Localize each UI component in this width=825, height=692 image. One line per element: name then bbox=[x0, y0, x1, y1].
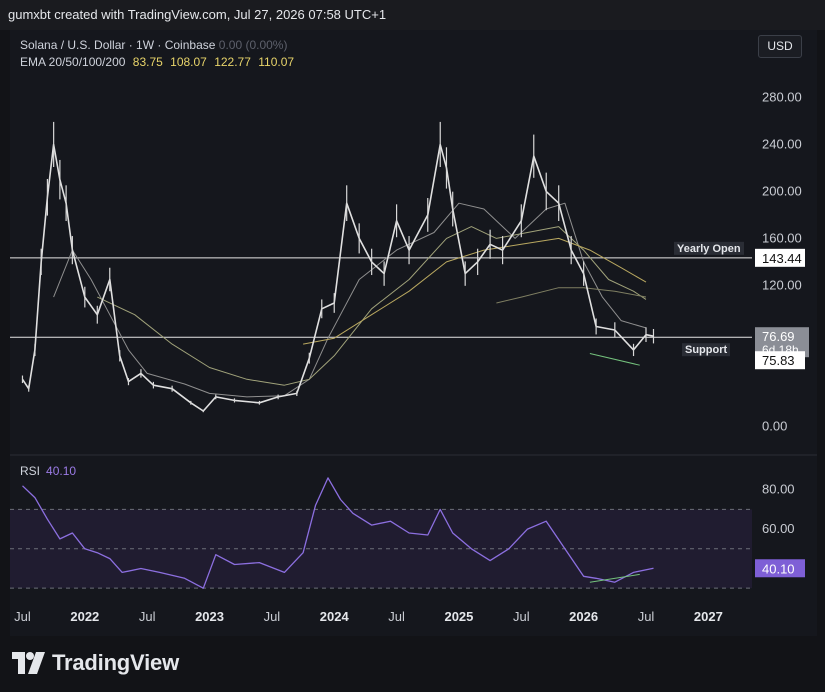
support-tag bbox=[682, 343, 730, 357]
yearly-open-annotation: Yearly Open bbox=[677, 243, 741, 255]
currency-button[interactable]: USD bbox=[758, 35, 802, 58]
yearly-open-price-box bbox=[755, 248, 805, 267]
ema-label: EMA 20/50/100/200 bbox=[20, 55, 126, 69]
ema-line-4 bbox=[496, 287, 647, 304]
price-change: 0.00 (0.00%) bbox=[218, 38, 288, 52]
price-line bbox=[21, 143, 654, 412]
rsi-tick-label: 80.00 bbox=[762, 482, 795, 497]
x-tick-label: 2023 bbox=[195, 609, 224, 624]
rsi-value-label: 40.10 bbox=[762, 561, 795, 576]
rsi-tick-label: 60.00 bbox=[762, 521, 795, 536]
ema-legend[interactable]: EMA 20/50/100/200 83.75 108.07 122.77 11… bbox=[20, 55, 294, 69]
support-price-box bbox=[755, 351, 805, 370]
x-tick-label: Jul bbox=[638, 609, 655, 624]
x-tick-label: Jul bbox=[14, 609, 31, 624]
x-tick-label: Jul bbox=[139, 609, 156, 624]
support-annotation: Support bbox=[685, 344, 727, 356]
symbol-title: Solana / U.S. Dollar · 1W · Coinbase bbox=[20, 38, 216, 52]
support-trendline bbox=[589, 352, 640, 366]
last-price-label: 76.69 bbox=[762, 329, 795, 344]
rsi-legend[interactable]: RSI 40.10 bbox=[20, 464, 76, 478]
x-tick-label: Jul bbox=[388, 609, 405, 624]
tradingview-logo[interactable]: TradingView bbox=[12, 648, 179, 678]
rsi-value: 40.10 bbox=[46, 464, 77, 478]
x-tick-label: Jul bbox=[513, 609, 530, 624]
x-tick-label: 2025 bbox=[444, 609, 473, 624]
ema-50-value: 108.07 bbox=[170, 55, 207, 69]
y-tick-label: 200.00 bbox=[762, 183, 802, 198]
tradingview-wordmark: TradingView bbox=[52, 650, 179, 675]
symbol-legend[interactable]: Solana / U.S. Dollar · 1W · Coinbase 0.0… bbox=[20, 38, 287, 52]
rsi-divergence-line bbox=[589, 573, 640, 583]
ema-line-3 bbox=[303, 237, 647, 345]
y-tick-label: 0.00 bbox=[762, 418, 787, 433]
y-tick-label: 120.00 bbox=[762, 277, 802, 292]
rsi-label: RSI bbox=[20, 464, 41, 478]
ema-line-2 bbox=[97, 226, 647, 386]
yearly-open-price-label: 143.44 bbox=[762, 251, 802, 266]
rsi-value-box bbox=[755, 559, 805, 578]
ema-200-value: 110.07 bbox=[258, 55, 295, 69]
ema-20-value: 83.75 bbox=[132, 55, 163, 69]
x-tick-label: 2026 bbox=[569, 609, 598, 624]
support-price-label: 75.83 bbox=[762, 353, 795, 368]
y-tick-label: 240.00 bbox=[762, 136, 802, 151]
attribution-text: gumxbt created with TradingView.com, Jul… bbox=[8, 7, 387, 22]
attribution-bar: gumxbt created with TradingView.com, Jul… bbox=[0, 0, 825, 30]
y-tick-label: 280.00 bbox=[762, 89, 802, 104]
x-tick-label: 2027 bbox=[694, 609, 723, 624]
ema-line-1 bbox=[53, 202, 647, 398]
x-tick-label: 2022 bbox=[70, 609, 99, 624]
x-tick-label: Jul bbox=[264, 609, 281, 624]
yearly-open-tag bbox=[674, 241, 744, 255]
x-tick-label: 2024 bbox=[320, 609, 350, 624]
rsi-line bbox=[22, 477, 654, 589]
tradingview-logo-icon bbox=[12, 652, 45, 674]
y-tick-label: 160.00 bbox=[762, 230, 802, 245]
ema-100-value: 122.77 bbox=[214, 55, 251, 69]
